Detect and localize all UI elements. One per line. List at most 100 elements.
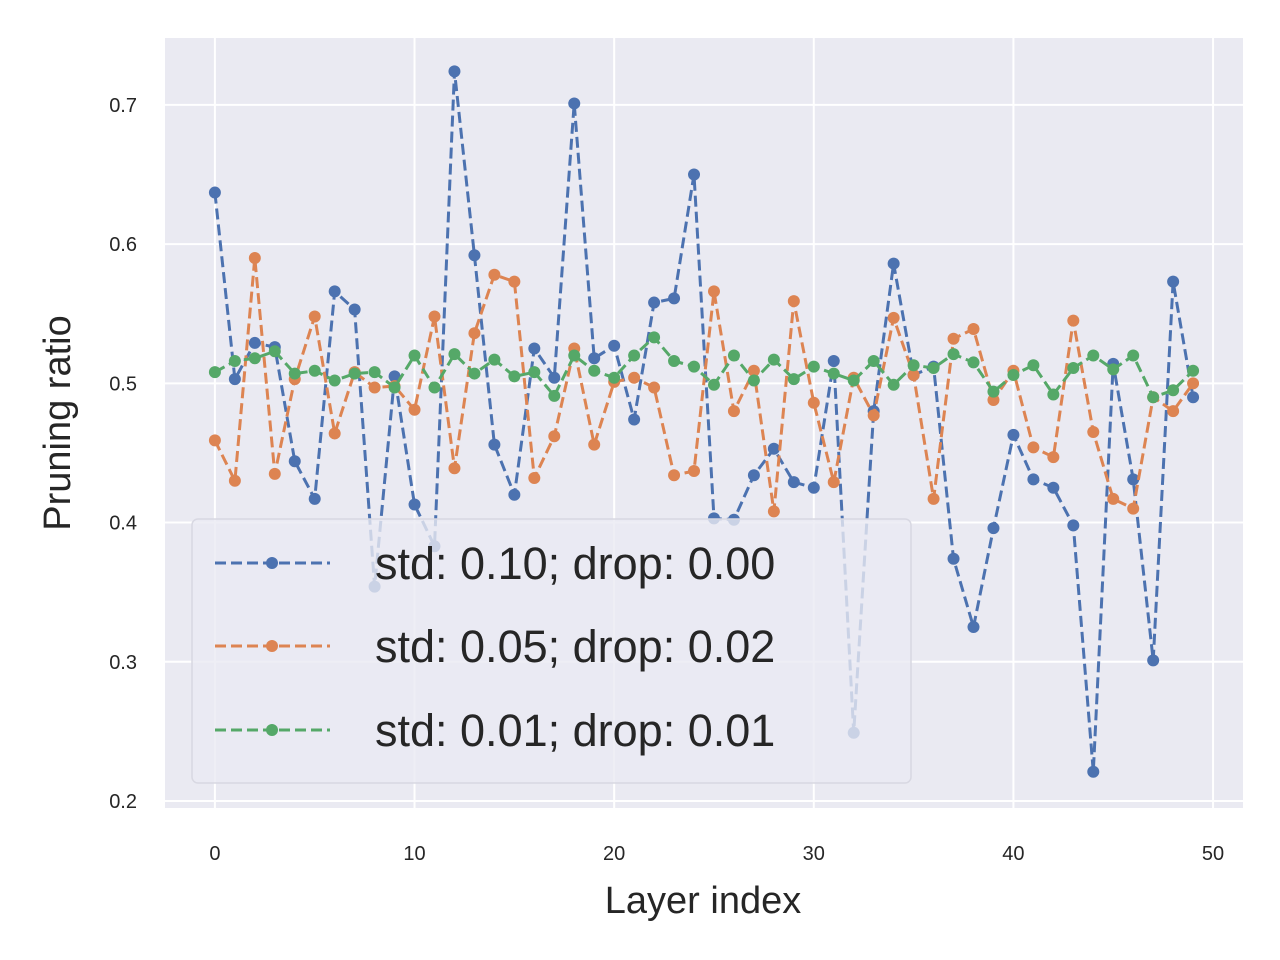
data-point (688, 360, 701, 373)
data-point (688, 168, 701, 181)
data-point (208, 434, 221, 447)
data-point (947, 348, 960, 361)
data-point (288, 367, 301, 380)
data-point (1127, 349, 1140, 362)
data-point (927, 362, 940, 374)
data-point (1127, 502, 1140, 515)
data-point (488, 268, 501, 281)
data-point (1087, 349, 1100, 362)
data-point (228, 355, 241, 368)
data-point (628, 371, 641, 384)
data-point (847, 374, 860, 387)
data-point (648, 331, 661, 344)
data-point (588, 352, 601, 365)
series-line (213, 256, 1195, 513)
data-point (248, 352, 261, 365)
data-point (887, 311, 900, 324)
data-point (907, 359, 920, 372)
data-point (867, 355, 880, 368)
data-point (907, 368, 920, 381)
data-point (608, 339, 621, 352)
data-point (428, 310, 441, 323)
data-point (228, 474, 241, 487)
data-point (1187, 377, 1200, 390)
x-tick-label: 20 (603, 843, 625, 865)
data-point (428, 381, 441, 394)
data-point (628, 413, 641, 426)
data-point (388, 381, 401, 394)
legend: std: 0.10; drop: 0.00 std: 0.05; drop: 0.… (191, 518, 912, 784)
data-point (548, 371, 561, 384)
data-point (787, 476, 800, 489)
y-tick-label: 0.7 (109, 95, 137, 117)
data-point (628, 349, 641, 362)
data-point (268, 345, 281, 358)
data-point (328, 374, 341, 387)
data-point (648, 296, 661, 309)
data-point (967, 356, 980, 369)
data-point (1107, 492, 1120, 505)
data-point (1127, 473, 1140, 486)
data-point (867, 409, 880, 422)
data-point (468, 327, 481, 340)
data-point (1167, 275, 1180, 288)
data-point (508, 275, 521, 288)
legend-marker (266, 724, 278, 736)
data-point (1087, 765, 1100, 778)
legend-marker (266, 557, 278, 569)
data-point (807, 481, 820, 494)
data-point (288, 455, 301, 468)
y-axis-title: Pruning ratio (37, 315, 79, 530)
data-point (1047, 388, 1060, 401)
data-point (488, 353, 501, 366)
data-point (1007, 368, 1020, 381)
data-point (947, 332, 960, 345)
data-point (1167, 384, 1180, 397)
data-point (1067, 314, 1080, 327)
data-point (208, 186, 221, 199)
data-point (1107, 363, 1120, 376)
data-point (987, 385, 1000, 398)
data-point (787, 295, 800, 308)
data-point (787, 373, 800, 386)
data-point (408, 498, 421, 511)
data-point (767, 442, 780, 455)
data-point (308, 492, 321, 505)
data-point (528, 472, 541, 484)
data-point (488, 438, 501, 451)
data-point (448, 65, 461, 78)
data-point (727, 349, 740, 362)
legend-marker (266, 640, 278, 652)
data-point (248, 336, 261, 349)
data-point (548, 389, 561, 402)
data-point (248, 252, 261, 264)
data-point (348, 303, 361, 316)
data-point (807, 360, 820, 373)
y-tick-label: 0.4 (109, 513, 137, 535)
series-3 (208, 331, 1200, 404)
series-line (213, 69, 1195, 774)
x-tick-label: 50 (1202, 843, 1224, 865)
data-point (1007, 428, 1020, 441)
x-tick-label: 10 (403, 843, 425, 865)
data-point (528, 342, 541, 355)
data-point (568, 349, 581, 362)
data-point (1147, 654, 1160, 667)
data-point (827, 355, 840, 368)
data-point (408, 403, 421, 416)
data-point (648, 381, 661, 394)
data-point (707, 285, 720, 298)
data-point (727, 405, 740, 418)
plot-area: 0 10 20 30 40 50 0.2 0.3 0.4 0.5 0.6 0.7 std: 0.10; … (109, 38, 1243, 865)
data-point (688, 465, 701, 478)
data-point (668, 469, 681, 482)
data-point (568, 97, 581, 110)
y-tick-label: 0.2 (109, 791, 137, 813)
legend-label: std: 0.10; drop: 0.00 (375, 538, 775, 589)
y-tick-label: 0.5 (109, 373, 137, 395)
data-point (328, 285, 341, 298)
data-point (668, 355, 681, 368)
data-point (208, 366, 221, 379)
data-point (548, 430, 561, 443)
